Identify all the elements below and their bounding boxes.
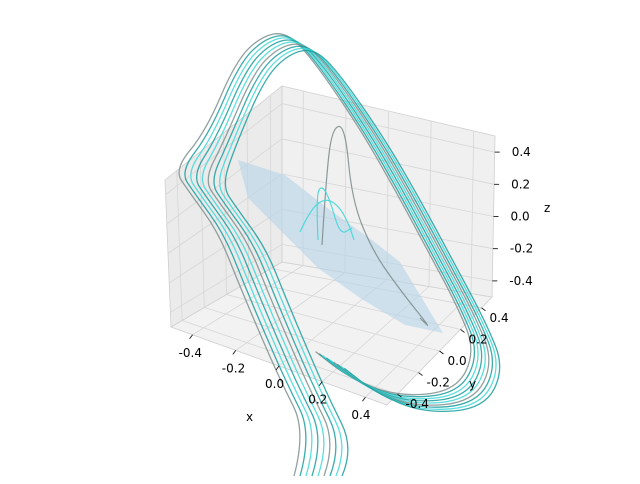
x-tick-label: 0.0 (265, 377, 284, 391)
z-grid-line (170, 243, 493, 313)
y-tick-label: -0.2 (427, 376, 450, 390)
y-grid-line (223, 132, 440, 352)
inner-loop-line (321, 125, 429, 326)
x-tick-label: -0.2 (222, 361, 245, 375)
y-tick-label: 0.2 (469, 332, 488, 346)
tick-labels: -0.4-0.20.00.20.4-0.4-0.20.00.20.4-0.4-0… (179, 145, 534, 422)
x-axis-label: x (246, 410, 253, 424)
z-tick-label: 0.4 (512, 145, 531, 159)
x-grid-line (192, 90, 304, 336)
x-tick-mark (189, 334, 193, 340)
trajectory-line (207, 43, 490, 477)
trajectory-line (201, 41, 486, 477)
trajectory-line (195, 39, 483, 477)
y-tick-mark (397, 393, 402, 398)
y-tick-mark (481, 307, 486, 312)
x-tick-mark (275, 365, 280, 371)
y-tick-label: 0.0 (448, 354, 467, 368)
z-tick-label: 0.0 (511, 210, 530, 224)
y-grid-line (176, 170, 398, 395)
y-tick-mark (460, 329, 465, 333)
z-grid-line (167, 173, 494, 254)
trajectory-line (190, 37, 479, 477)
x-tick-label: 0.2 (308, 393, 327, 407)
trajectory-line (219, 47, 497, 477)
z-tick-label: -0.4 (509, 274, 532, 288)
trajectory-group (178, 33, 501, 477)
x-tick-mark (318, 381, 323, 386)
surface-plane (238, 160, 443, 333)
y-axis-label: y (469, 377, 476, 391)
x-tick-mark (232, 350, 237, 355)
y-tick-mark (439, 350, 444, 355)
inner-loop-line (299, 199, 355, 241)
x-tick-mark (362, 396, 366, 402)
z-grid-line (165, 103, 495, 196)
trajectory-line (178, 33, 472, 477)
y-tick-label: -0.4 (406, 397, 429, 411)
trajectory-line (213, 45, 494, 477)
y-tick-label: 0.4 (490, 311, 509, 325)
trajectory-line (224, 49, 501, 477)
trajectory-line (184, 35, 476, 477)
z-axis-label: z (544, 201, 550, 215)
z-tick-label: -0.2 (510, 242, 533, 256)
x-tick-label: 0.4 (351, 408, 370, 422)
x-grid-line (321, 120, 432, 382)
z-tick-label: 0.2 (511, 177, 530, 191)
y-tick-mark (418, 372, 423, 376)
inner-loop-line (316, 187, 353, 241)
x-tick-label: -0.4 (179, 346, 202, 360)
